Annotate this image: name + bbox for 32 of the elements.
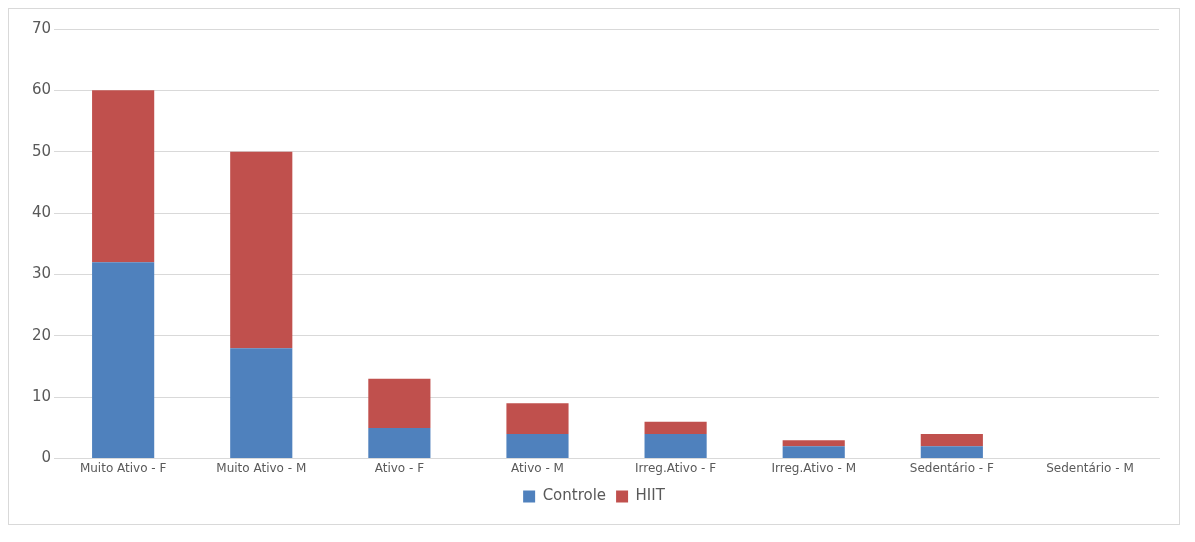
bar bbox=[230, 151, 293, 349]
bar bbox=[920, 434, 983, 447]
x-tick-label: Irreg.Ativo - M bbox=[771, 460, 856, 475]
bar bbox=[782, 440, 845, 447]
x-tick-label: Sedentário - F bbox=[909, 460, 994, 475]
bar bbox=[230, 348, 293, 459]
legend-label: Controle bbox=[542, 486, 607, 505]
bar bbox=[368, 378, 431, 428]
bar bbox=[644, 421, 707, 435]
y-tick-label: 10 bbox=[31, 387, 52, 406]
x-tick-label: Sedentário - M bbox=[1046, 460, 1134, 475]
y-tick-label: 0 bbox=[41, 448, 52, 467]
x-tick-label: Muito Ativo - M bbox=[216, 460, 307, 475]
bar bbox=[782, 446, 845, 459]
bar bbox=[506, 403, 569, 435]
x-tick-label: Ativo - F bbox=[374, 460, 425, 475]
bar bbox=[920, 446, 983, 459]
y-tick-label: 70 bbox=[31, 18, 52, 37]
y-tick-label: 50 bbox=[31, 141, 52, 160]
x-tick-label: Irreg.Ativo - F bbox=[635, 460, 717, 475]
bar bbox=[92, 262, 155, 459]
y-tick-label: 60 bbox=[31, 80, 52, 99]
bar bbox=[506, 434, 569, 459]
bar bbox=[92, 90, 155, 263]
y-tick-label: 40 bbox=[31, 203, 52, 221]
x-tick-label: Ativo - M bbox=[511, 460, 564, 475]
bar bbox=[644, 434, 707, 459]
y-tick-label: 20 bbox=[31, 325, 52, 344]
x-tick-label: Muito Ativo - F bbox=[79, 460, 167, 475]
bar bbox=[368, 427, 431, 459]
legend-label: HIIT bbox=[635, 486, 666, 505]
y-tick-label: 30 bbox=[31, 264, 52, 283]
